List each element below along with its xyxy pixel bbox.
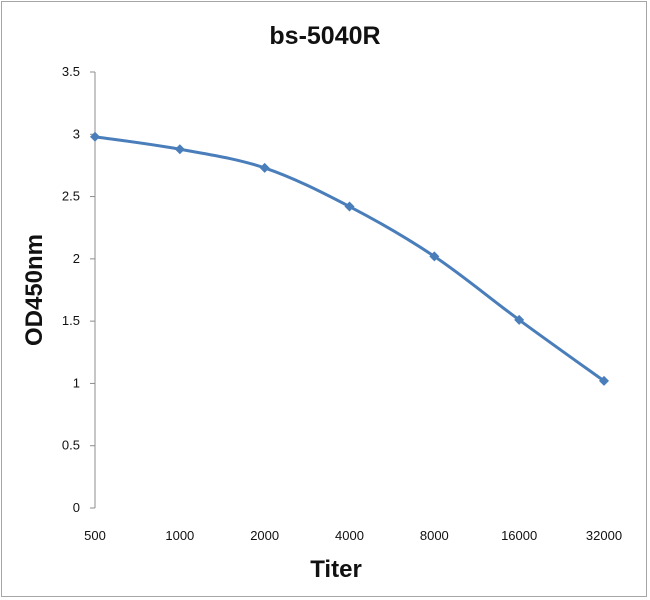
data-point-marker: [90, 131, 100, 142]
y-tick-label: 3.5: [62, 64, 80, 79]
chart-title: bs-5040R: [269, 22, 380, 50]
x-tick-label: 16000: [501, 528, 537, 543]
x-tick-label: 500: [84, 528, 106, 543]
series-line: [94, 135, 605, 383]
x-tick-label: 2000: [250, 528, 279, 543]
data-point-marker: [174, 144, 185, 155]
y-tick-label: 0: [73, 500, 80, 515]
series-markers: [90, 131, 609, 386]
y-axis-ticks: 0 0.5 1 1.5 2 2.5 3 3.5: [62, 64, 95, 515]
x-tick-label: 32000: [586, 528, 622, 543]
x-axis-labels: 500 1000 2000 4000 8000 16000 32000: [84, 528, 622, 543]
data-point-marker: [599, 375, 609, 386]
y-tick-label: 2.5: [62, 189, 80, 204]
y-tick-label: 1: [73, 375, 80, 390]
data-point-marker: [514, 314, 525, 325]
x-tick-label: 1000: [165, 528, 194, 543]
y-axis-title: OD450nm: [21, 234, 48, 346]
y-tick-label: 2: [73, 251, 80, 266]
x-tick-label: 4000: [335, 528, 364, 543]
x-tick-label: 8000: [420, 528, 449, 543]
y-tick-label: 0.5: [62, 438, 80, 453]
data-point-marker: [344, 201, 355, 212]
y-tick-label: 3: [73, 126, 80, 141]
data-point-marker: [429, 251, 440, 262]
y-tick-label: 1.5: [62, 313, 80, 328]
data-point-marker: [259, 162, 270, 173]
x-axis-title: Titer: [310, 556, 362, 583]
